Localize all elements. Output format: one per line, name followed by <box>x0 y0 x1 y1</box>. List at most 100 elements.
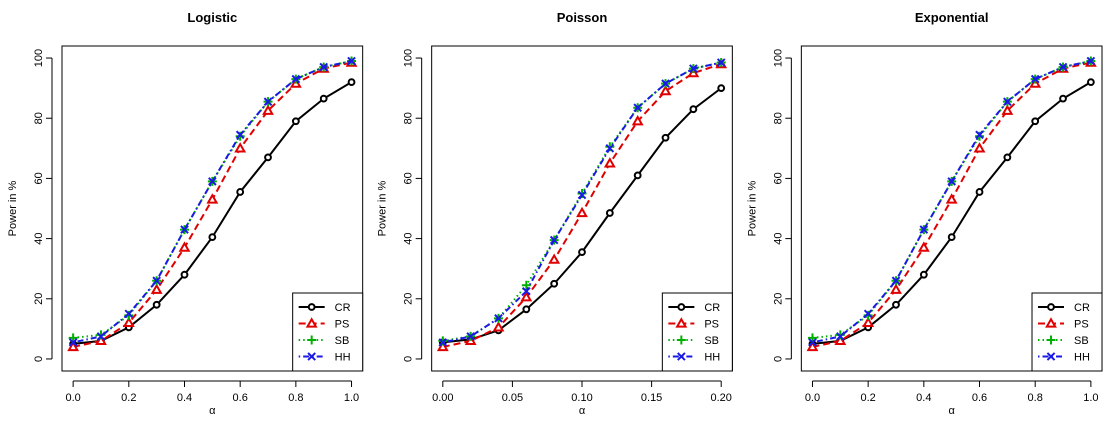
legend-label: SB <box>704 335 719 347</box>
y-tick-label: 40 <box>403 232 415 244</box>
x-tick-label: 0.2 <box>121 392 136 404</box>
data-point <box>235 130 245 140</box>
plot-frame <box>61 45 364 372</box>
data-point <box>466 332 475 341</box>
x-tick-label: 1.0 <box>344 392 359 404</box>
x-tick-label: 0.4 <box>177 392 192 404</box>
data-point <box>836 332 845 341</box>
series-line <box>812 60 1092 339</box>
legend-label: SB <box>335 335 350 347</box>
data-point <box>1086 56 1096 66</box>
legend-label: PS <box>1074 319 1089 331</box>
x-tick-label: 0.6 <box>233 392 248 404</box>
series-hh <box>808 56 1096 347</box>
x-tick-label: 0.05 <box>502 392 523 404</box>
legend-box <box>292 292 364 372</box>
y-tick-label: 0 <box>33 356 45 362</box>
y-tick-label: 80 <box>403 112 415 124</box>
data-point <box>208 233 217 241</box>
y-axis-label: Power in % <box>7 180 19 236</box>
legend-marker <box>675 317 688 328</box>
data-point <box>124 309 134 319</box>
data-point <box>347 56 356 66</box>
data-point <box>96 332 106 341</box>
legend-marker <box>1047 303 1055 311</box>
y-tick-label: 0 <box>403 356 415 362</box>
data-point <box>262 104 274 115</box>
y-tick-label: 60 <box>403 172 415 184</box>
legend: CR PS SB HH <box>1031 292 1103 372</box>
legend-marker <box>1046 335 1056 345</box>
legend-label: CR <box>335 302 351 314</box>
legend-marker <box>1046 352 1056 361</box>
panel-exponential: Exponential 0.0 0.2 0.4 0.6 0.8 1.0 α 0 20 40 60 80 1… <box>746 10 1103 417</box>
chart-title: Exponential <box>915 10 989 25</box>
panel-poisson: Poisson 0.00 0.05 0.10 0.15 0.20 α 0 20 40 60 80 100… <box>377 10 733 417</box>
legend-label: CR <box>704 302 720 314</box>
data-point <box>576 206 588 218</box>
x-tick-label: 0.15 <box>641 392 662 404</box>
data-point <box>347 78 356 87</box>
data-point <box>492 321 505 332</box>
data-point <box>945 193 958 204</box>
y-tick-label: 100 <box>403 49 415 67</box>
data-point <box>890 283 902 294</box>
series-hh <box>68 56 356 347</box>
x-tick-label: 0.20 <box>710 392 731 404</box>
y-tick-label: 20 <box>772 293 784 305</box>
data-point <box>661 79 670 88</box>
data-point <box>661 133 670 142</box>
data-point <box>520 291 533 302</box>
legend-label: HH <box>1074 352 1090 364</box>
data-point <box>122 316 135 328</box>
data-point <box>716 58 726 67</box>
data-point <box>973 142 986 153</box>
data-point <box>1059 94 1067 103</box>
y-tick-label: 100 <box>33 49 45 67</box>
x-tick-label: 0.8 <box>1028 392 1043 404</box>
legend: CR PS SB HH <box>292 292 364 372</box>
data-point <box>549 235 559 245</box>
y-tick-label: 60 <box>772 172 784 184</box>
legend-marker <box>677 352 686 361</box>
y-axis-label: Power in % <box>377 180 389 236</box>
series-line <box>73 60 352 339</box>
x-tick-label: 0.8 <box>288 392 303 404</box>
data-point <box>605 144 615 153</box>
x-tick-label: 0.00 <box>432 392 453 404</box>
data-point <box>67 340 80 352</box>
x-tick-label: 1.0 <box>1083 392 1098 404</box>
legend: CR PS SB HH <box>661 292 733 372</box>
data-point <box>152 276 161 286</box>
data-point <box>438 338 448 347</box>
series-ps <box>436 57 728 352</box>
data-point <box>494 314 503 323</box>
x-axis-label: α <box>948 405 955 417</box>
y-tick-label: 100 <box>772 49 784 67</box>
legend-marker <box>307 352 316 361</box>
data-point <box>975 130 984 140</box>
data-point <box>806 340 819 352</box>
data-point <box>291 117 300 126</box>
data-point <box>605 209 614 217</box>
x-tick-label: 0.0 <box>65 392 80 404</box>
data-point <box>319 62 329 72</box>
legend-label: SB <box>1074 335 1089 347</box>
data-point <box>919 270 928 279</box>
y-tick-label: 40 <box>33 232 45 244</box>
series-hh <box>438 58 726 347</box>
data-point <box>975 188 984 196</box>
legend-marker <box>677 303 686 311</box>
data-point <box>180 225 189 234</box>
data-point <box>1030 74 1040 84</box>
legend-label: PS <box>704 319 719 331</box>
x-tick-label: 0.10 <box>571 392 592 404</box>
data-point <box>892 300 900 309</box>
data-point <box>436 340 449 352</box>
y-tick-label: 40 <box>772 232 784 244</box>
data-point <box>522 286 531 296</box>
plot-frame <box>431 45 733 372</box>
x-tick-label: 0.4 <box>916 392 931 404</box>
data-point <box>206 193 219 204</box>
